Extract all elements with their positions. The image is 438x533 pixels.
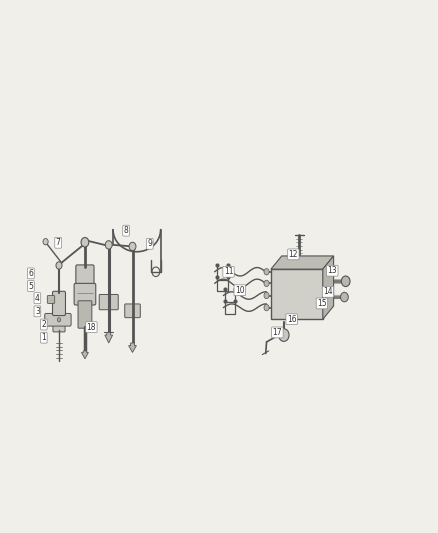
Circle shape: [341, 276, 350, 287]
Text: 8: 8: [124, 226, 128, 235]
Text: 10: 10: [235, 286, 244, 295]
Circle shape: [81, 238, 89, 247]
Circle shape: [56, 262, 62, 269]
Circle shape: [264, 304, 269, 311]
Circle shape: [43, 239, 48, 245]
Text: 5: 5: [28, 281, 33, 290]
Text: 15: 15: [317, 299, 327, 308]
FancyArrow shape: [105, 333, 113, 343]
Text: 3: 3: [35, 307, 40, 316]
Circle shape: [105, 241, 112, 249]
Circle shape: [340, 292, 348, 302]
Text: 11: 11: [224, 267, 233, 276]
Text: 16: 16: [287, 315, 297, 324]
Text: 6: 6: [28, 269, 33, 278]
Text: 13: 13: [328, 266, 337, 275]
FancyBboxPatch shape: [99, 294, 118, 310]
FancyBboxPatch shape: [78, 301, 92, 328]
Text: 4: 4: [35, 294, 40, 303]
Text: 17: 17: [272, 328, 282, 337]
Text: 7: 7: [56, 238, 60, 247]
Text: 1: 1: [42, 333, 46, 342]
FancyBboxPatch shape: [45, 313, 71, 326]
FancyBboxPatch shape: [47, 295, 55, 303]
Text: 12: 12: [289, 250, 298, 259]
FancyBboxPatch shape: [125, 304, 140, 318]
Circle shape: [264, 280, 269, 287]
FancyArrow shape: [81, 351, 88, 359]
Text: 18: 18: [87, 322, 96, 332]
Text: 14: 14: [323, 287, 333, 296]
FancyBboxPatch shape: [76, 265, 94, 289]
FancyArrow shape: [129, 343, 136, 352]
FancyBboxPatch shape: [53, 292, 66, 316]
Circle shape: [279, 329, 289, 342]
Circle shape: [57, 318, 61, 322]
Polygon shape: [323, 256, 334, 319]
Polygon shape: [271, 256, 334, 269]
Circle shape: [129, 242, 136, 251]
FancyBboxPatch shape: [74, 284, 96, 305]
FancyBboxPatch shape: [53, 325, 65, 332]
Circle shape: [264, 269, 269, 275]
Circle shape: [264, 292, 269, 298]
Polygon shape: [271, 269, 323, 319]
Text: 9: 9: [147, 239, 152, 248]
Text: 2: 2: [42, 320, 46, 329]
